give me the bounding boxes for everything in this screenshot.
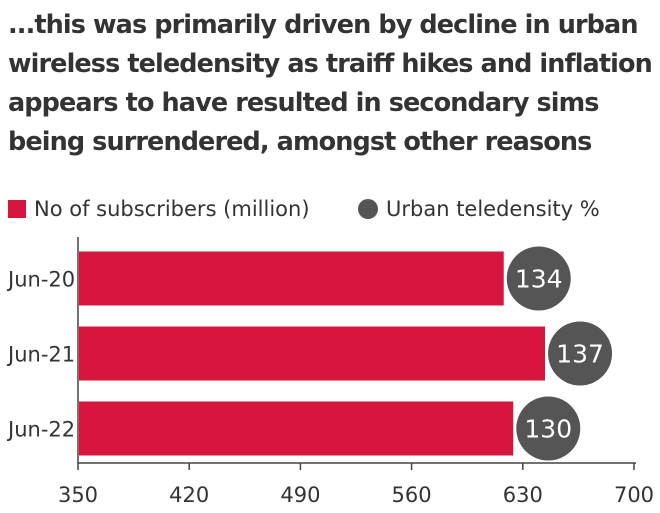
x-tick-label-560: 560 xyxy=(392,483,432,507)
x-tick-label-420: 420 xyxy=(169,483,209,507)
category-label-jun-20: Jun-20 xyxy=(6,268,75,292)
bubble-label-jun-20: 134 xyxy=(515,265,563,294)
bar-jun-21 xyxy=(79,326,546,381)
legend-item-teledensity: Urban teledensity % xyxy=(358,192,600,226)
bar-jun-22 xyxy=(79,401,514,456)
x-tick-label-630: 630 xyxy=(503,483,543,507)
bubble-label-jun-22: 130 xyxy=(524,415,572,444)
bar-jun-20 xyxy=(79,251,504,306)
x-tick-label-350: 350 xyxy=(58,483,98,507)
legend-swatch-subscribers xyxy=(8,200,26,218)
bubble-jun-20 xyxy=(506,246,571,311)
legend-label-teledensity: Urban teledensity % xyxy=(386,197,600,221)
x-tick-label-700: 700 xyxy=(614,483,654,507)
legend-label-subscribers: No of subscribers (million) xyxy=(34,197,310,221)
bubble-jun-21 xyxy=(548,321,613,386)
chart-title: ...this was primarily driven by decline … xyxy=(8,10,653,157)
x-tick-label-490: 490 xyxy=(280,483,320,507)
bubble-jun-22 xyxy=(516,396,581,461)
category-label-jun-22: Jun-22 xyxy=(6,418,75,442)
legend: No of subscribers (million) Urban telede… xyxy=(8,192,656,226)
category-label-jun-21: Jun-21 xyxy=(6,343,75,367)
legend-dot-teledensity xyxy=(358,199,378,219)
bubble-label-jun-21: 137 xyxy=(556,340,604,369)
legend-item-subscribers: No of subscribers (million) xyxy=(8,192,310,226)
